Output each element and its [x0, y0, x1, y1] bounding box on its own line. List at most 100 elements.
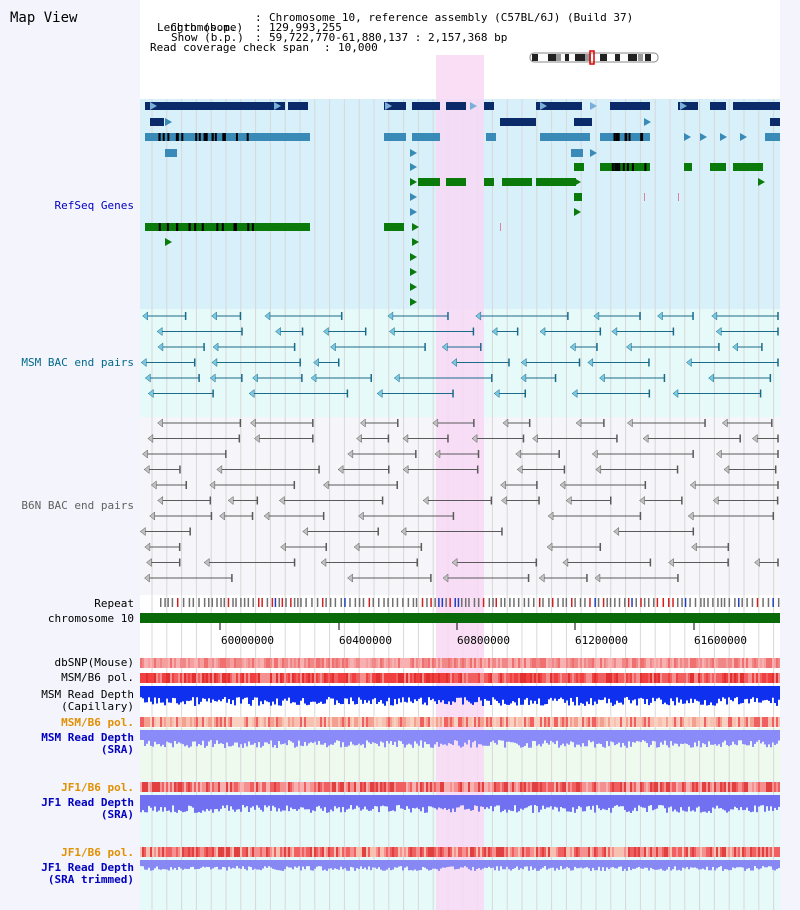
depth-bar [476, 795, 478, 807]
depth-bar [350, 730, 352, 742]
repeat-element [271, 598, 274, 607]
heat-cell [612, 717, 614, 727]
depth-bar [516, 795, 518, 813]
depth-bar [316, 686, 318, 704]
heat-cell [396, 658, 398, 668]
repeat-track[interactable] [160, 598, 780, 607]
heat-cell [212, 658, 214, 668]
heat-cell [748, 847, 750, 857]
heat-cell [278, 847, 280, 857]
heat-cell [464, 847, 466, 857]
depth-bar [220, 860, 222, 870]
depth-bar [594, 860, 596, 871]
msm-bac-track[interactable] [140, 311, 779, 399]
depth-bar [334, 795, 336, 807]
depth-bar [670, 730, 672, 742]
depth-bar [642, 795, 644, 808]
heat-cell [726, 782, 728, 792]
heat-cell [326, 847, 328, 857]
heat-cell [536, 847, 538, 857]
msm-bac-label[interactable]: MSM BAC end pairs [21, 356, 134, 369]
heat-cell [426, 782, 428, 792]
depth-bar [250, 860, 252, 868]
heat-cell [588, 717, 590, 727]
depth-bar [516, 730, 518, 744]
b6n-bac-label[interactable]: B6N BAC end pairs [21, 499, 134, 512]
depth-bar [420, 686, 422, 698]
b6n-bac-track[interactable] [139, 418, 779, 583]
refseq-gene-track[interactable] [145, 102, 780, 306]
bac-end [144, 573, 150, 583]
depth-bar [378, 795, 380, 813]
heat-cell [762, 717, 764, 727]
depth-bar [268, 730, 270, 745]
depth-bar [420, 860, 422, 871]
heat-cell [176, 782, 178, 792]
polymorphism-heat-tracks[interactable] [140, 658, 780, 871]
depth-bar [356, 795, 358, 806]
heat-cell [542, 782, 544, 792]
depth-bar [564, 730, 566, 747]
heat-cell [226, 673, 228, 683]
heat-cell [778, 658, 780, 668]
heat-cell [140, 847, 142, 857]
heat-cell [326, 673, 328, 683]
depth-bar [392, 730, 394, 745]
heat-cell [180, 673, 182, 683]
bac-end [451, 357, 457, 368]
bac-end [157, 342, 164, 352]
heat-cell [578, 658, 580, 668]
depth-bar [170, 860, 172, 868]
heat-cell [316, 782, 318, 792]
depth-bar [390, 686, 392, 706]
depth-bar [216, 730, 218, 741]
depth-bar [592, 860, 594, 868]
heat-cell [322, 847, 324, 857]
length-label: Length (b.p.) [157, 21, 244, 34]
heat-cell [258, 782, 260, 792]
depth-bar [294, 686, 296, 703]
heat-cell [448, 673, 450, 683]
depth-bar [226, 795, 228, 806]
chromosome-idiogram[interactable] [529, 50, 659, 65]
depth-bar [770, 686, 772, 704]
depth-bar [302, 686, 304, 699]
depth-bar [284, 795, 286, 811]
depth-bar [256, 795, 258, 806]
idiogram-band [565, 54, 569, 61]
depth-bar [602, 730, 604, 747]
refseq-genes-label[interactable]: RefSeq Genes [54, 199, 134, 212]
depth-bar [314, 860, 316, 869]
heat-cell [686, 658, 688, 668]
depth-bar [450, 860, 452, 867]
depth-bar [606, 795, 608, 811]
heat-cell [620, 658, 622, 668]
depth-bar [380, 860, 382, 870]
heat-cell [606, 673, 608, 683]
heat-cell [734, 782, 736, 792]
gene-exon [203, 133, 206, 141]
depth-bar [612, 860, 614, 868]
heat-cell [466, 717, 468, 727]
heat-cell [566, 847, 568, 857]
depth-bar [544, 795, 546, 809]
depth-bar [226, 686, 228, 703]
heat-cell [606, 717, 608, 727]
depth-bar [264, 795, 266, 806]
depth-bar [660, 860, 662, 869]
chromosome-bar[interactable] [140, 613, 780, 623]
bac-end [142, 311, 148, 321]
repeat-element [509, 598, 511, 607]
heat-cell [270, 847, 272, 857]
depth-bar [646, 730, 648, 744]
depth-bar [176, 795, 178, 813]
heat-cell [764, 717, 766, 727]
heat-cell [212, 847, 214, 857]
heat-cell [568, 782, 570, 792]
heat-cell [610, 782, 612, 792]
heat-cell [532, 658, 534, 668]
depth-bar [704, 860, 706, 870]
depth-bar [472, 860, 474, 867]
depth-bar [470, 860, 472, 871]
